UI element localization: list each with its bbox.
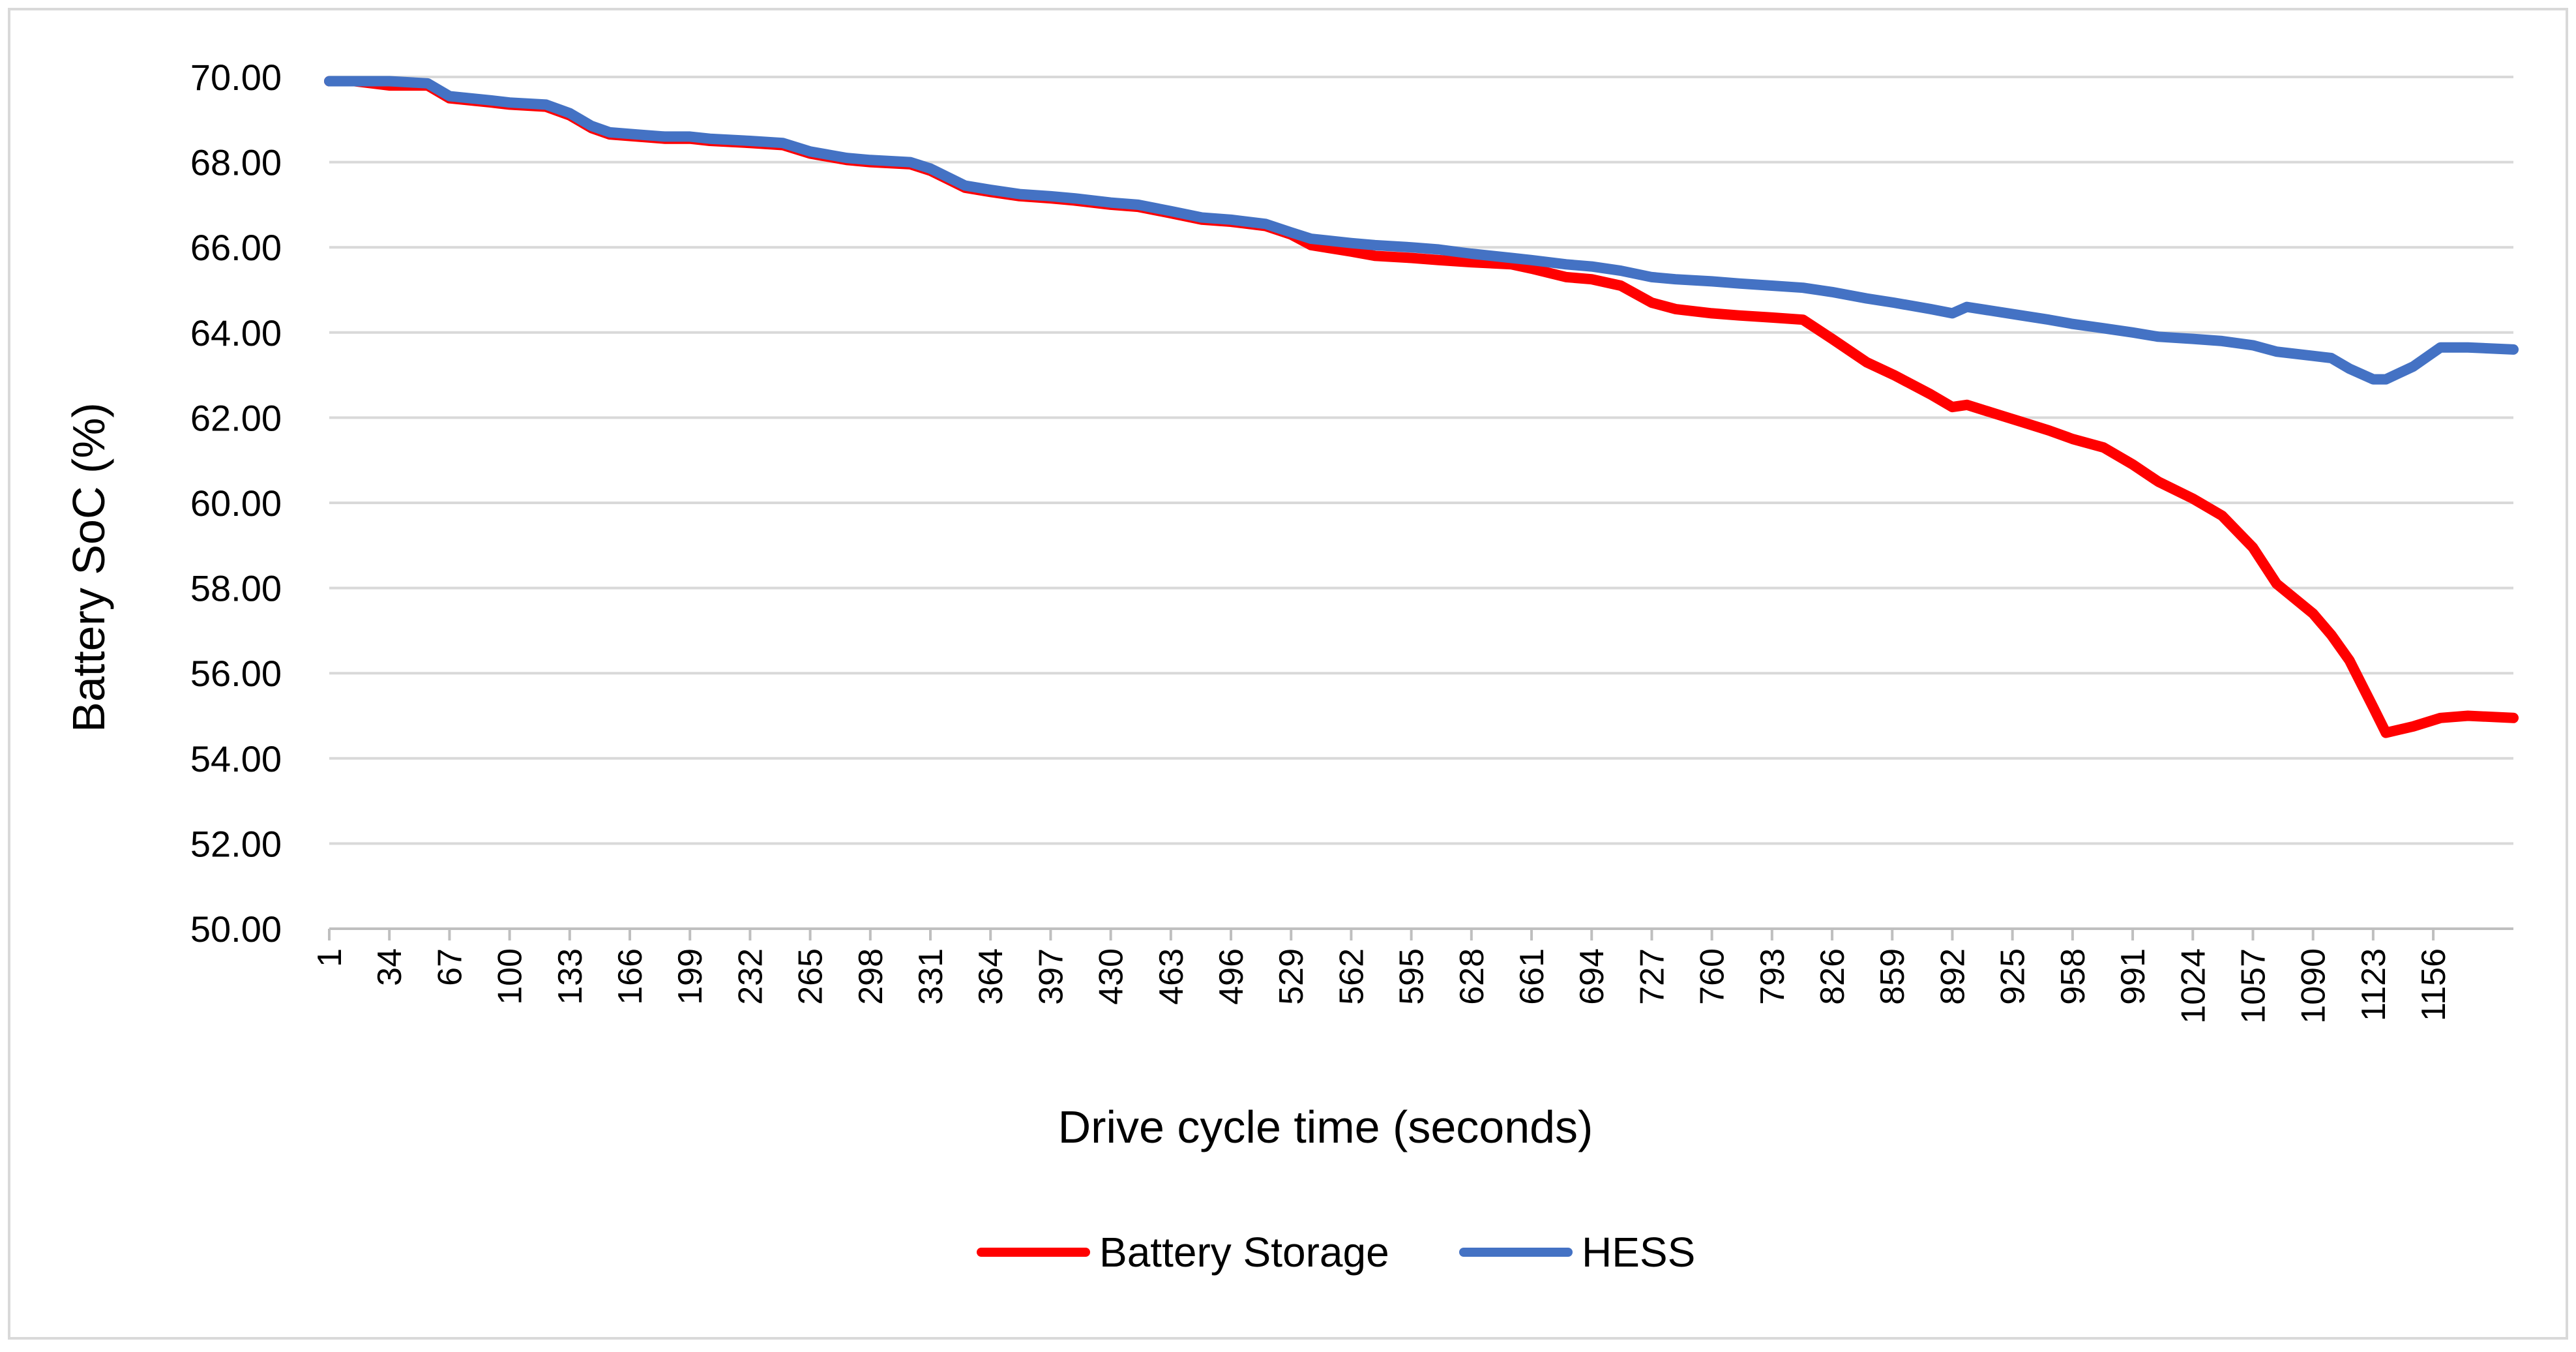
x-tick-label: 496 — [1213, 948, 1251, 1005]
x-tick-label: 661 — [1513, 948, 1551, 1005]
x-tick-label: 760 — [1694, 948, 1732, 1005]
y-tick-label: 50.00 — [190, 909, 282, 950]
x-tick-label: 364 — [972, 948, 1010, 1005]
x-axis-ticks: 1 34 67 100 133 166 199 232 265 298 331 364 397 430 46… — [311, 948, 2453, 1024]
x-tick-label: 1057 — [2234, 948, 2272, 1024]
y-axis-ticks: 50.00 52.00 54.00 56.00 58.00 60.00 62.00 64.00… — [190, 57, 282, 950]
x-tick-label: 100 — [492, 948, 529, 1005]
x-tick-label: 1090 — [2295, 948, 2333, 1024]
x-tick-label: 133 — [552, 948, 589, 1005]
x-tick-label: 628 — [1453, 948, 1491, 1005]
y-axis-title: Battery SoC (%) — [63, 402, 114, 732]
x-tick-label: 298 — [852, 948, 890, 1005]
legend: Battery Storage HESS — [977, 1229, 1695, 1276]
y-tick-label: 68.00 — [190, 142, 282, 183]
axes — [328, 927, 2513, 940]
y-tick-label: 60.00 — [190, 483, 282, 524]
x-tick-label: 859 — [1874, 948, 1912, 1005]
x-tick-label: 991 — [2114, 948, 2152, 1005]
x-tick-label: 925 — [1994, 948, 2032, 1005]
x-tick-label: 793 — [1754, 948, 1792, 1005]
x-tick-label: 727 — [1633, 948, 1671, 1005]
x-tick-label: 1156 — [2415, 948, 2453, 1021]
series-line-hess — [324, 76, 2519, 385]
x-tick-label: 331 — [912, 948, 950, 1005]
x-tick-label: 694 — [1573, 948, 1611, 1005]
x-tick-label: 463 — [1153, 948, 1191, 1005]
x-tick-label: 34 — [371, 948, 409, 986]
y-tick-label: 54.00 — [190, 738, 282, 779]
x-tick-label: 232 — [732, 948, 769, 1005]
x-tick-label: 1 — [311, 948, 349, 967]
x-tick-label: 529 — [1273, 948, 1310, 1005]
x-tick-label: 67 — [431, 948, 469, 986]
y-tick-label: 58.00 — [190, 568, 282, 609]
x-tick-label: 958 — [2054, 948, 2092, 1005]
x-tick-label: 166 — [612, 948, 649, 1005]
x-tick-label: 1024 — [2174, 948, 2212, 1024]
x-tick-label: 265 — [792, 948, 830, 1005]
series-lines — [324, 76, 2519, 738]
x-tick-label: 397 — [1032, 948, 1070, 1005]
x-tick-label: 595 — [1393, 948, 1431, 1005]
x-axis-title: Drive cycle time (seconds) — [1058, 1102, 1593, 1152]
legend-label-battery-storage: Battery Storage — [1099, 1229, 1389, 1276]
y-tick-label: 62.00 — [190, 397, 282, 438]
y-tick-label: 64.00 — [190, 312, 282, 353]
x-tick-label: 826 — [1814, 948, 1852, 1005]
x-tick-label: 892 — [1934, 948, 1972, 1005]
x-tick-label: 1123 — [2355, 948, 2393, 1021]
legend-label-hess: HESS — [1582, 1229, 1695, 1276]
y-tick-label: 66.00 — [190, 227, 282, 268]
x-tick-label: 430 — [1093, 948, 1131, 1005]
y-tick-label: 52.00 — [190, 823, 282, 864]
y-tick-label: 70.00 — [190, 57, 282, 98]
y-tick-label: 56.00 — [190, 653, 282, 694]
x-tick-label: 562 — [1333, 948, 1370, 1005]
x-tick-label: 199 — [672, 948, 709, 1005]
